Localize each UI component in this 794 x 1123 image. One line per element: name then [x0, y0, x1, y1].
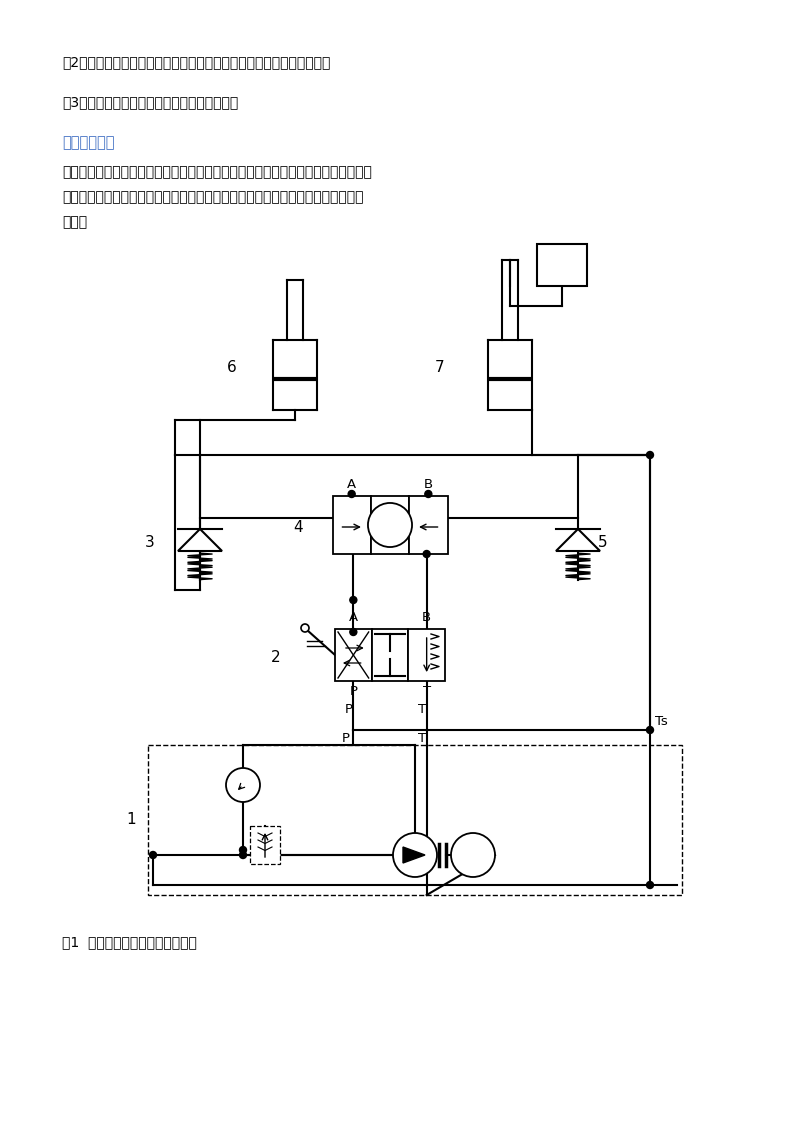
- Circle shape: [226, 768, 260, 802]
- Text: P: P: [345, 703, 353, 716]
- Circle shape: [425, 491, 432, 497]
- Bar: [250, 827, 280, 864]
- Circle shape: [646, 882, 653, 888]
- Bar: [537, 244, 587, 286]
- Bar: [148, 745, 682, 895]
- Text: 在两缸起重设备液压系统中，在运动中两个工作液压缸必须保证严格相同的位移量，: 在两缸起重设备液压系统中，在运动中两个工作液压缸必须保证严格相同的位移量，: [62, 165, 372, 179]
- Text: P: P: [349, 685, 357, 699]
- Bar: [409, 496, 448, 554]
- Bar: [371, 496, 409, 554]
- Polygon shape: [403, 847, 425, 862]
- Text: 即组建一个同步回路。可以利用一个分流阀和两个单向鄀来设计液压回路，如下图: 即组建一个同步回路。可以利用一个分流阀和两个单向鄀来设计液压回路，如下图: [62, 190, 364, 204]
- Text: B: B: [422, 611, 431, 624]
- Text: 6: 6: [227, 360, 237, 375]
- Circle shape: [149, 851, 156, 858]
- Text: 所示：: 所示：: [62, 214, 87, 229]
- Text: 三、实验分析: 三、实验分析: [62, 135, 114, 150]
- Text: 5: 5: [598, 535, 607, 550]
- Text: 1: 1: [126, 813, 136, 828]
- Text: P: P: [341, 732, 349, 745]
- Text: A: A: [349, 611, 358, 624]
- Polygon shape: [178, 529, 222, 551]
- Circle shape: [301, 624, 309, 632]
- Text: T: T: [418, 703, 426, 716]
- Text: B: B: [424, 478, 433, 491]
- Bar: [408, 629, 445, 681]
- Circle shape: [240, 847, 246, 853]
- Bar: [333, 496, 371, 554]
- Circle shape: [646, 451, 653, 458]
- Text: T: T: [418, 732, 426, 745]
- Bar: [335, 629, 372, 681]
- Circle shape: [240, 851, 246, 858]
- Polygon shape: [556, 529, 600, 551]
- Text: 7: 7: [435, 360, 445, 375]
- Text: 4: 4: [293, 520, 303, 535]
- Circle shape: [393, 833, 437, 877]
- Circle shape: [368, 503, 412, 547]
- Circle shape: [350, 596, 357, 603]
- Text: 3: 3: [145, 535, 155, 550]
- Text: Ts: Ts: [655, 715, 668, 728]
- Circle shape: [423, 550, 430, 557]
- Text: 图1  两缸起重设备液压系统原理图: 图1 两缸起重设备液压系统原理图: [62, 935, 197, 949]
- Text: M: M: [553, 256, 571, 274]
- Text: M: M: [466, 848, 480, 862]
- Text: 2: 2: [271, 650, 280, 665]
- Text: （3）对两缸起重设备液压系统运行进行分析。: （3）对两缸起重设备液压系统运行进行分析。: [62, 95, 238, 109]
- Text: （2）准确进行元件的连接、回路的组建，组装两缸起重设备液压系统；: （2）准确进行元件的连接、回路的组建，组装两缸起重设备液压系统；: [62, 55, 330, 69]
- Bar: [372, 629, 408, 681]
- Text: A: A: [347, 478, 357, 491]
- Circle shape: [646, 727, 653, 733]
- Circle shape: [451, 833, 495, 877]
- Circle shape: [348, 491, 355, 497]
- Circle shape: [350, 629, 357, 636]
- Text: T: T: [422, 685, 430, 699]
